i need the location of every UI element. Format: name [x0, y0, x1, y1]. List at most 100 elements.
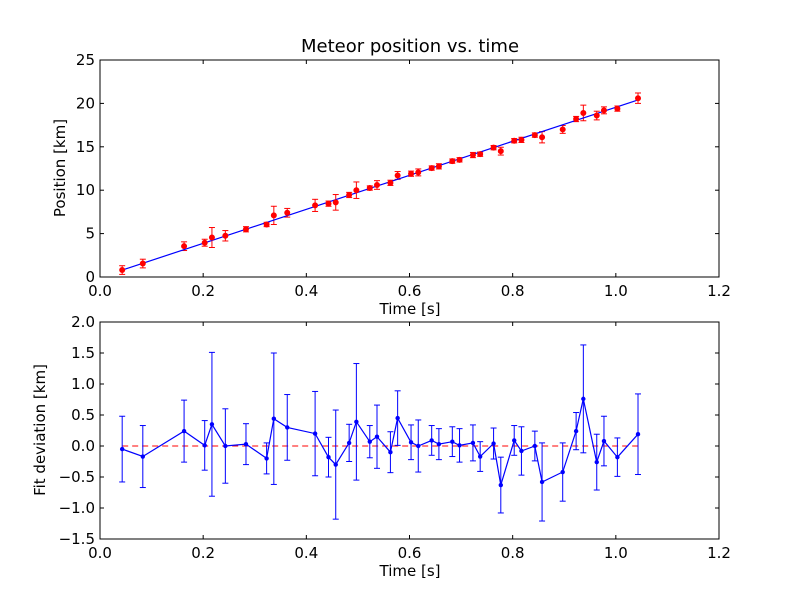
deviation-point	[477, 454, 483, 459]
deviation-point	[354, 419, 359, 425]
position-point	[242, 226, 249, 233]
deviation-x-tick-label: 0.8	[501, 544, 525, 562]
deviation-point	[470, 440, 476, 446]
position-point	[353, 187, 360, 194]
deviation-y-tick-label: 0.5	[71, 406, 95, 424]
position-x-tick-label: 0.6	[398, 282, 422, 300]
position-point	[139, 260, 146, 267]
deviation-point	[635, 432, 641, 437]
deviation-x-tick-label: 1.0	[604, 544, 628, 562]
position-point	[346, 191, 353, 198]
deviation-point	[416, 443, 421, 449]
position-point	[580, 109, 587, 116]
position-point	[181, 243, 188, 250]
deviation-point	[285, 425, 290, 430]
deviation-point	[539, 479, 545, 485]
position-point	[435, 163, 442, 170]
deviation-x-tick-label: 0.6	[398, 544, 422, 562]
deviation-y-axis-label: Fit deviation [km]	[31, 364, 49, 496]
deviation-point	[594, 459, 599, 465]
position-point	[119, 267, 126, 274]
position-point	[374, 181, 381, 188]
position-x-tick-label: 1.2	[707, 282, 731, 300]
position-x-tick-label: 1.0	[604, 282, 628, 300]
deviation-point	[532, 443, 538, 449]
position-y-tick-label: 5	[85, 225, 95, 243]
deviation-point	[512, 438, 517, 443]
deviation-y-tick-label: 2.0	[71, 313, 95, 331]
position-point	[531, 132, 538, 139]
deviation-point	[181, 428, 187, 434]
deviation-point	[491, 441, 496, 446]
deviation-point	[312, 431, 318, 436]
position-y-tick-label: 20	[76, 94, 95, 112]
deviation-y-tick-label: 0.0	[71, 437, 95, 455]
position-x-tick-label: 0.8	[501, 282, 525, 300]
position-ticks: 0.0 0.2 0.4 0.6 0.8 1.0 1.2 0 5 10 15 20 25	[76, 51, 731, 300]
position-x-tick-label: 0.4	[294, 282, 318, 300]
deviation-x-tick-label: 0.2	[191, 544, 215, 562]
deviation-point	[374, 434, 380, 439]
position-point	[635, 95, 642, 102]
position-point	[222, 232, 229, 239]
fit-line	[121, 99, 639, 271]
deviation-point	[223, 443, 228, 449]
deviation-point	[243, 441, 249, 447]
position-point	[456, 156, 463, 163]
deviation-point	[264, 456, 269, 461]
position-point	[366, 185, 373, 192]
deviation-point	[209, 422, 215, 427]
deviation-y-tick-label: 1.5	[71, 344, 95, 362]
deviation-y-tick-label: −1.5	[59, 530, 95, 548]
position-point	[511, 137, 518, 144]
deviation-point	[333, 462, 338, 467]
position-point	[201, 239, 208, 246]
deviation-point	[429, 438, 434, 443]
position-point	[614, 105, 621, 112]
deviation-x-tick-label: 0.0	[88, 544, 112, 562]
deviation-y-tick-label: −0.5	[59, 468, 95, 486]
position-point	[469, 152, 476, 159]
position-chart: Meteor position vs. time 0.0 0.2 0.4 0.6 0.8…	[51, 36, 731, 318]
position-y-tick-label: 0	[85, 268, 95, 286]
deviation-point	[388, 450, 393, 455]
position-x-tick-label: 0.0	[88, 282, 112, 300]
deviation-y-tick-label: 1.0	[71, 375, 95, 393]
position-point	[284, 209, 291, 216]
chart-title: Meteor position vs. time	[301, 36, 519, 57]
position-point	[497, 148, 504, 155]
deviation-point	[573, 428, 579, 434]
position-point	[428, 165, 435, 172]
position-point	[600, 107, 607, 114]
deviation-point	[457, 443, 462, 448]
deviation-x-axis-label: Time [s]	[379, 562, 441, 580]
deviation-line	[121, 398, 639, 486]
position-point	[394, 172, 401, 179]
position-point	[490, 144, 497, 151]
deviation-point	[436, 441, 442, 447]
position-y-axis-label: Position [km]	[51, 119, 69, 217]
position-point	[449, 158, 456, 165]
deviation-point	[271, 416, 277, 421]
deviation-point	[326, 454, 331, 460]
deviation-point	[519, 448, 524, 454]
deviation-point	[119, 446, 125, 452]
position-point	[387, 179, 394, 186]
deviation-point	[615, 454, 620, 460]
position-point	[263, 221, 270, 228]
position-y-tick-label: 10	[76, 181, 95, 199]
position-data-layer	[119, 92, 642, 275]
deviation-point	[367, 439, 372, 444]
position-point	[208, 234, 215, 241]
position-y-tick-label: 15	[76, 138, 95, 156]
position-x-axis-label: Time [s]	[379, 300, 441, 318]
deviation-x-tick-label: 0.4	[294, 544, 318, 562]
deviation-point	[202, 443, 207, 448]
deviation-point	[140, 454, 146, 459]
position-point	[312, 202, 319, 209]
deviation-chart: 0.0 0.2 0.4 0.6 0.8 1.0 1.2 −1.5 −1.0 −0.5 0.0 0.5 1…	[31, 313, 731, 580]
deviation-point	[395, 415, 400, 421]
deviation-point	[450, 439, 455, 444]
